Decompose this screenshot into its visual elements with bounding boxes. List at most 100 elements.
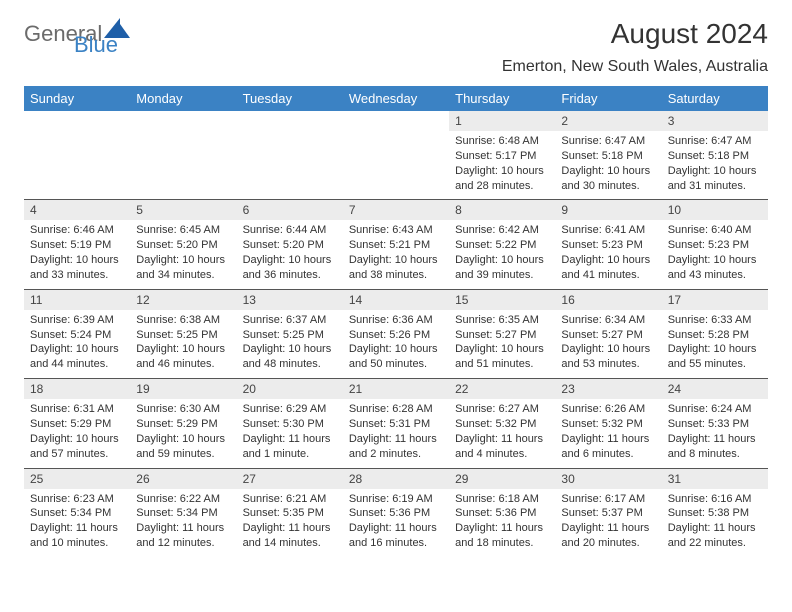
sunrise-line: Sunrise: 6:18 AM	[455, 492, 549, 507]
sunrise-line: Sunrise: 6:38 AM	[136, 313, 230, 328]
daylight-line: Daylight: 10 hours and 53 minutes.	[561, 342, 655, 372]
dayname-friday: Friday	[555, 86, 661, 111]
sunset-line: Sunset: 5:23 PM	[668, 238, 762, 253]
day-cell: 12Sunrise: 6:38 AMSunset: 5:25 PMDayligh…	[130, 289, 236, 378]
sunset-line: Sunset: 5:29 PM	[30, 417, 124, 432]
sunrise-line: Sunrise: 6:47 AM	[668, 134, 762, 149]
sunrise-line: Sunrise: 6:19 AM	[349, 492, 443, 507]
day-number: 27	[237, 469, 343, 489]
daylight-line: Daylight: 11 hours and 18 minutes.	[455, 521, 549, 551]
day-body: Sunrise: 6:41 AMSunset: 5:23 PMDaylight:…	[555, 220, 661, 288]
day-body: Sunrise: 6:24 AMSunset: 5:33 PMDaylight:…	[662, 399, 768, 467]
day-number: 7	[343, 200, 449, 220]
day-cell: 29 Sunrise: 6:18 AMSunset: 5:36 PMDayligh…	[449, 468, 555, 557]
sunrise-line: Sunrise: 6:29 AM	[243, 402, 337, 417]
day-body: Sunrise: 6:16 AMSunset: 5:38 PMDaylight:…	[662, 489, 768, 557]
day-cell: 23Sunrise: 6:26 AMSunset: 5:32 PMDayligh…	[555, 379, 661, 468]
day-cell: 17Sunrise: 6:33 AMSunset: 5:28 PMDayligh…	[662, 289, 768, 378]
week-row: 4Sunrise: 6:46 AMSunset: 5:19 PMDaylight…	[24, 200, 768, 289]
sunset-line: Sunset: 5:35 PM	[243, 506, 337, 521]
sunset-line: Sunset: 5:33 PM	[668, 417, 762, 432]
day-number: 5	[130, 200, 236, 220]
month-title: August 2024	[611, 18, 768, 50]
sunset-line: Sunset: 5:30 PM	[243, 417, 337, 432]
day-number: 16	[555, 290, 661, 310]
day-number: 23	[555, 379, 661, 399]
location-text: Emerton, New South Wales, Australia	[24, 58, 768, 76]
daylight-line: Daylight: 10 hours and 43 minutes.	[668, 253, 762, 283]
day-number: 3	[662, 111, 768, 131]
day-number: 20	[237, 379, 343, 399]
sunset-line: Sunset: 5:31 PM	[349, 417, 443, 432]
sunset-line: Sunset: 5:24 PM	[30, 328, 124, 343]
day-number: 19	[130, 379, 236, 399]
day-cell	[24, 111, 130, 200]
daylight-line: Daylight: 10 hours and 41 minutes.	[561, 253, 655, 283]
day-number: 8	[449, 200, 555, 220]
day-body: Sunrise: 6:28 AMSunset: 5:31 PMDaylight:…	[343, 399, 449, 467]
day-cell: 24Sunrise: 6:24 AMSunset: 5:33 PMDayligh…	[662, 379, 768, 468]
week-row: 25Sunrise: 6:23 AMSunset: 5:34 PMDayligh…	[24, 468, 768, 557]
day-number: 11	[24, 290, 130, 310]
day-body: Sunrise: 6:48 AMSunset: 5:17 PMDaylight:…	[449, 131, 555, 199]
sunset-line: Sunset: 5:20 PM	[136, 238, 230, 253]
sunrise-line: Sunrise: 6:42 AM	[455, 223, 549, 238]
day-number: 29	[449, 469, 555, 489]
day-number: 28	[343, 469, 449, 489]
day-body: Sunrise: 6:26 AMSunset: 5:32 PMDaylight:…	[555, 399, 661, 467]
day-number: 25	[24, 469, 130, 489]
day-cell: 2Sunrise: 6:47 AMSunset: 5:18 PMDaylight…	[555, 111, 661, 200]
sunset-line: Sunset: 5:18 PM	[668, 149, 762, 164]
daylight-line: Daylight: 11 hours and 10 minutes.	[30, 521, 124, 551]
day-body: Sunrise: 6:45 AMSunset: 5:20 PMDaylight:…	[130, 220, 236, 288]
day-body: Sunrise: 6:37 AMSunset: 5:25 PMDaylight:…	[237, 310, 343, 378]
day-cell: 4Sunrise: 6:46 AMSunset: 5:19 PMDaylight…	[24, 200, 130, 289]
day-cell: 8Sunrise: 6:42 AMSunset: 5:22 PMDaylight…	[449, 200, 555, 289]
day-body: Sunrise: 6:19 AMSunset: 5:36 PMDaylight:…	[343, 489, 449, 557]
day-number: 22	[449, 379, 555, 399]
sunset-line: Sunset: 5:25 PM	[136, 328, 230, 343]
sunset-line: Sunset: 5:38 PM	[668, 506, 762, 521]
day-body	[130, 117, 236, 179]
dayname-tuesday: Tuesday	[237, 86, 343, 111]
sunrise-line: Sunrise: 6:43 AM	[349, 223, 443, 238]
sunrise-line: Sunrise: 6:47 AM	[561, 134, 655, 149]
day-cell: 25Sunrise: 6:23 AMSunset: 5:34 PMDayligh…	[24, 468, 130, 557]
daylight-line: Daylight: 10 hours and 36 minutes.	[243, 253, 337, 283]
day-cell: 15Sunrise: 6:35 AMSunset: 5:27 PMDayligh…	[449, 289, 555, 378]
daylight-line: Daylight: 11 hours and 2 minutes.	[349, 432, 443, 462]
daylight-line: Daylight: 11 hours and 1 minute.	[243, 432, 337, 462]
sunrise-line: Sunrise: 6:36 AM	[349, 313, 443, 328]
sunrise-line: Sunrise: 6:21 AM	[243, 492, 337, 507]
calendar-table: SundayMondayTuesdayWednesdayThursdayFrid…	[24, 86, 768, 557]
day-cell: 1Sunrise: 6:48 AMSunset: 5:17 PMDaylight…	[449, 111, 555, 200]
sunrise-line: Sunrise: 6:37 AM	[243, 313, 337, 328]
daylight-line: Daylight: 10 hours and 48 minutes.	[243, 342, 337, 372]
sunrise-line: Sunrise: 6:48 AM	[455, 134, 549, 149]
sunset-line: Sunset: 5:23 PM	[561, 238, 655, 253]
day-body: Sunrise: 6:36 AMSunset: 5:26 PMDaylight:…	[343, 310, 449, 378]
sunset-line: Sunset: 5:19 PM	[30, 238, 124, 253]
day-cell: 7Sunrise: 6:43 AMSunset: 5:21 PMDaylight…	[343, 200, 449, 289]
day-number: 6	[237, 200, 343, 220]
calendar-body: 1Sunrise: 6:48 AMSunset: 5:17 PMDaylight…	[24, 111, 768, 557]
daylight-line: Daylight: 10 hours and 50 minutes.	[349, 342, 443, 372]
daylight-line: Daylight: 11 hours and 16 minutes.	[349, 521, 443, 551]
day-number: 1	[449, 111, 555, 131]
sunset-line: Sunset: 5:37 PM	[561, 506, 655, 521]
sunrise-line: Sunrise: 6:41 AM	[561, 223, 655, 238]
sunrise-line: Sunrise: 6:16 AM	[668, 492, 762, 507]
sunrise-line: Sunrise: 6:46 AM	[30, 223, 124, 238]
day-body: Sunrise: 6:38 AMSunset: 5:25 PMDaylight:…	[130, 310, 236, 378]
day-cell: 3Sunrise: 6:47 AMSunset: 5:18 PMDaylight…	[662, 111, 768, 200]
daylight-line: Daylight: 11 hours and 22 minutes.	[668, 521, 762, 551]
daylight-line: Daylight: 10 hours and 33 minutes.	[30, 253, 124, 283]
sunset-line: Sunset: 5:36 PM	[455, 506, 549, 521]
daylight-line: Daylight: 10 hours and 34 minutes.	[136, 253, 230, 283]
sunset-line: Sunset: 5:21 PM	[349, 238, 443, 253]
week-row: 1Sunrise: 6:48 AMSunset: 5:17 PMDaylight…	[24, 111, 768, 200]
dayname-saturday: Saturday	[662, 86, 768, 111]
day-body: Sunrise: 6:44 AMSunset: 5:20 PMDaylight:…	[237, 220, 343, 288]
sunset-line: Sunset: 5:27 PM	[561, 328, 655, 343]
daylight-line: Daylight: 11 hours and 8 minutes.	[668, 432, 762, 462]
